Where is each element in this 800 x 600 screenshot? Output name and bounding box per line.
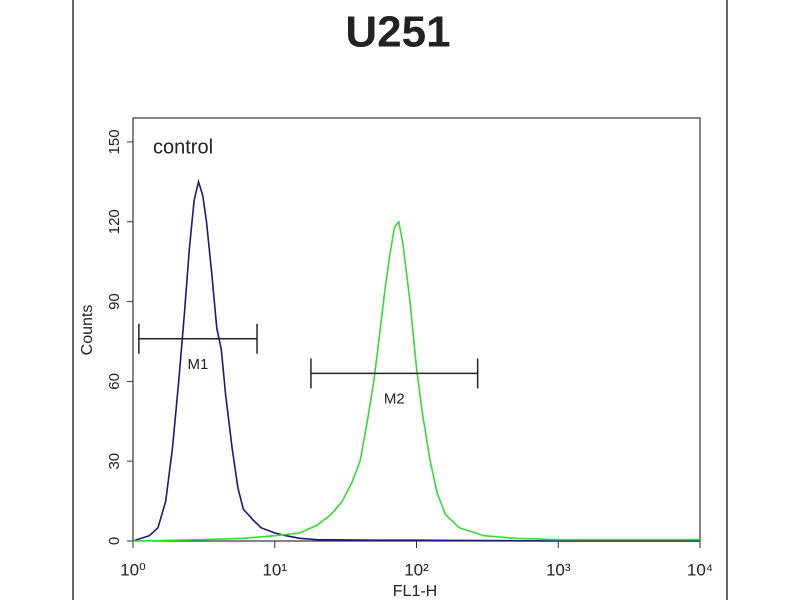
- y-tick-label: 120: [106, 209, 123, 234]
- y-tick-label: 90: [106, 293, 123, 310]
- histogram-line: [132, 178, 700, 542]
- y-axis-label: Counts: [79, 305, 96, 356]
- gate-label: M1: [188, 356, 209, 373]
- chart-title: U251: [345, 8, 450, 57]
- annotation: control: [153, 136, 213, 158]
- y-tick-label: 0: [106, 537, 123, 545]
- x-tick-label: 10⁰: [120, 560, 146, 579]
- y-tick-label: 150: [106, 129, 123, 154]
- x-axis-label: FL1-H: [393, 583, 437, 600]
- plot-frame: [132, 117, 701, 542]
- histogram-line: [132, 219, 700, 542]
- y-tick-label: 30: [106, 453, 123, 470]
- x-tick-label: 10²: [404, 560, 429, 579]
- x-tick-label: 10¹: [262, 560, 287, 579]
- gate-label: M2: [384, 390, 405, 407]
- x-tick-label: 10⁴: [687, 560, 713, 579]
- x-tick-label: 10³: [546, 560, 571, 579]
- y-tick-label: 60: [106, 373, 123, 390]
